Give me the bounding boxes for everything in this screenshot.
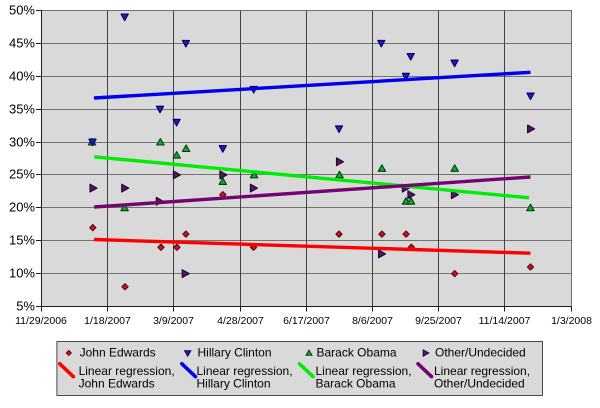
svg-text:15%: 15% bbox=[9, 233, 35, 248]
svg-text:3/9/2007: 3/9/2007 bbox=[153, 315, 194, 327]
svg-text:Linear regression,: Linear regression, bbox=[197, 364, 293, 378]
svg-text:Linear regression,: Linear regression, bbox=[79, 364, 175, 378]
svg-text:20%: 20% bbox=[9, 200, 35, 215]
svg-text:9/25/2007: 9/25/2007 bbox=[415, 315, 462, 327]
svg-text:8/6/2007: 8/6/2007 bbox=[352, 315, 393, 327]
svg-text:Linear regression,: Linear regression, bbox=[434, 364, 530, 378]
svg-text:John Edwards: John Edwards bbox=[80, 346, 156, 360]
svg-text:Other/Undecided: Other/Undecided bbox=[435, 346, 526, 360]
svg-text:4/28/2007: 4/28/2007 bbox=[217, 315, 264, 327]
svg-text:John Edwards: John Edwards bbox=[79, 377, 155, 391]
svg-text:Hillary Clinton: Hillary Clinton bbox=[198, 346, 272, 360]
svg-text:1/3/2008: 1/3/2008 bbox=[551, 315, 592, 327]
svg-text:11/29/2006: 11/29/2006 bbox=[15, 315, 67, 327]
svg-text:25%: 25% bbox=[9, 167, 35, 182]
svg-text:1/18/2007: 1/18/2007 bbox=[84, 315, 131, 327]
svg-text:Barack Obama: Barack Obama bbox=[316, 377, 396, 391]
svg-text:11/14/2007: 11/14/2007 bbox=[479, 315, 531, 327]
svg-text:Linear regression,: Linear regression, bbox=[316, 364, 412, 378]
svg-text:Other/Undecided: Other/Undecided bbox=[434, 377, 525, 391]
svg-text:6/17/2007: 6/17/2007 bbox=[283, 315, 330, 327]
svg-text:30%: 30% bbox=[9, 135, 35, 150]
svg-text:50%: 50% bbox=[9, 3, 35, 18]
svg-text:Barack Obama: Barack Obama bbox=[317, 346, 397, 360]
svg-text:10%: 10% bbox=[9, 266, 35, 281]
svg-text:45%: 45% bbox=[9, 36, 35, 51]
svg-text:5%: 5% bbox=[16, 299, 35, 314]
svg-text:40%: 40% bbox=[9, 69, 35, 84]
svg-text:Hillary Clinton: Hillary Clinton bbox=[197, 377, 271, 391]
svg-text:35%: 35% bbox=[9, 102, 35, 117]
